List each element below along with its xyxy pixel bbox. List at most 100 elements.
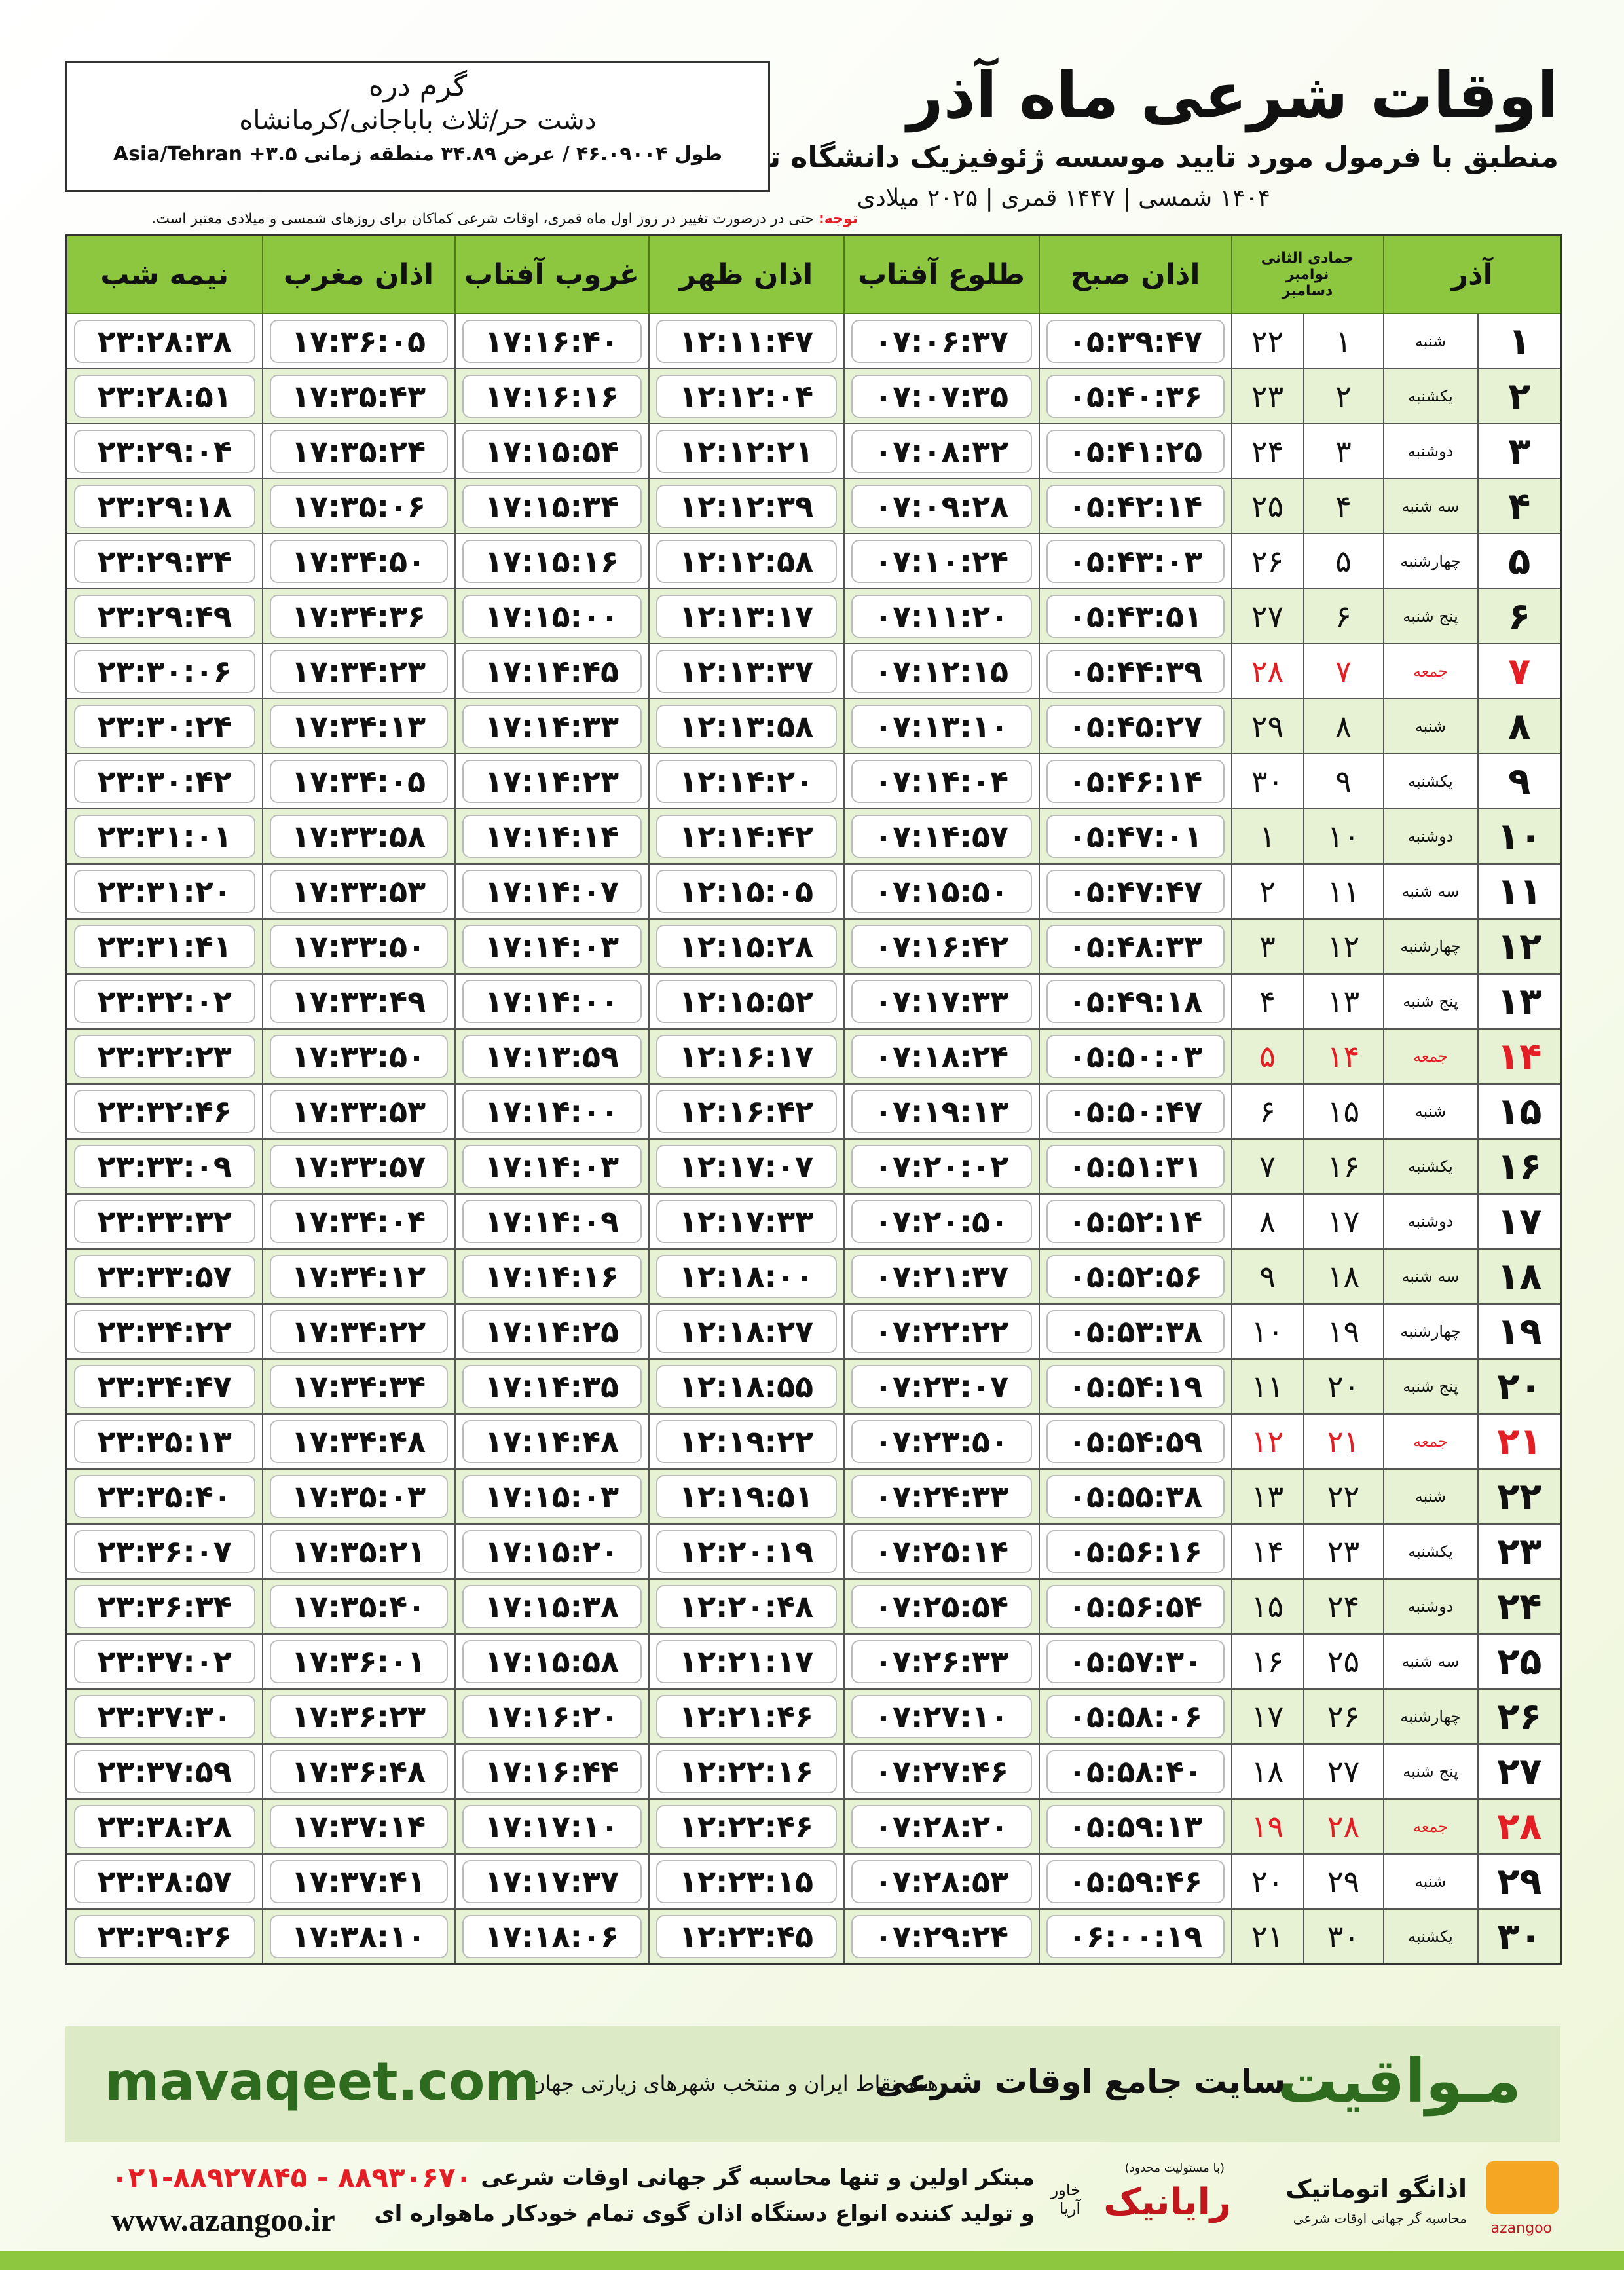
time-cell: ۰۷:۲۹:۲۴	[843, 1908, 1040, 1965]
time: ۱۷:۳۳:۴۹	[269, 980, 448, 1023]
time-cell: ۰۵:۵۲:۱۴	[1038, 1193, 1232, 1250]
note-label: توجه:	[818, 211, 858, 227]
time: ۲۳:۳۵:۱۳	[74, 1420, 255, 1463]
qamari-day: ۱۲	[1302, 918, 1384, 975]
weekday: شنبه	[1382, 1083, 1479, 1140]
time: ۱۷:۱۴:۲۵	[462, 1310, 642, 1353]
time-cell: ۲۳:۳۷:۰۲	[65, 1633, 263, 1690]
time-cell: ۰۵:۵۴:۱۹	[1038, 1358, 1232, 1415]
time: ۰۵:۵۰:۴۷	[1046, 1090, 1225, 1133]
time-cell: ۲۳:۳۶:۳۴	[65, 1578, 263, 1635]
row: ۱۷ دوشنبه ۱۷ ۸ ۰۵:۵۲:۱۴ ۰۷:۲۰:۵۰ ۱۲:۱۷:۳۳ ۱۷:۱۴…	[65, 1193, 1562, 1250]
time-cell: ۱۲:۱۳:۵۸	[648, 698, 845, 754]
time: ۱۷:۳۵:۴۰	[269, 1585, 448, 1628]
time: ۲۳:۳۱:۲۰	[74, 870, 255, 913]
time-cell: ۱۷:۳۶:۰۱	[261, 1633, 456, 1690]
time-cell: ۱۷:۱۴:۳۵	[454, 1358, 650, 1415]
weekday: دوشنبه	[1382, 1193, 1479, 1250]
time-cell: ۰۷:۲۲:۲۲	[843, 1303, 1040, 1360]
time-cell: ۲۳:۳۰:۴۲	[65, 753, 263, 809]
qamari-day: ۹	[1302, 753, 1384, 809]
row: ۷ جمعه ۷ ۲۸ ۰۵:۴۴:۳۹ ۰۷:۱۲:۱۵ ۱۲:۱۳:۳۷ ۱۷:۱۴:۴۵…	[65, 643, 1562, 699]
miladi-day: ۱۱	[1230, 1358, 1304, 1415]
time: ۱۲:۱۲:۲۱	[655, 430, 837, 473]
time-cell: ۰۷:۱۷:۳۳	[843, 973, 1040, 1030]
time-cell: ۰۵:۴۷:۰۱	[1038, 808, 1232, 865]
day: ۷	[1477, 643, 1562, 699]
time: ۱۷:۳۳:۵۰	[269, 1035, 448, 1078]
time: ۰۷:۰۸:۳۲	[851, 430, 1032, 473]
day: ۱۱	[1477, 863, 1562, 920]
time-cell: ۱۲:۲۱:۴۶	[648, 1688, 845, 1745]
time: ۱۷:۱۵:۰۰	[462, 595, 642, 638]
time-cell: ۱۷:۱۵:۳۴	[454, 478, 650, 534]
row: ۳۰ یکشنبه ۳۰ ۲۱ ۰۶:۰۰:۱۹ ۰۷:۲۹:۲۴ ۱۲:۲۳:۴۵ ۱۷:۱…	[65, 1908, 1562, 1965]
time: ۱۲:۱۲:۵۸	[655, 540, 837, 583]
miladi-day: ۶	[1230, 1083, 1304, 1140]
time-cell: ۰۵:۴۵:۲۷	[1038, 698, 1232, 754]
row: ۱۴ جمعه ۱۴ ۵ ۰۵:۵۰:۰۳ ۰۷:۱۸:۲۴ ۱۲:۱۶:۱۷ ۱۷:۱۳:۵…	[65, 1028, 1562, 1085]
time-cell: ۱۷:۳۴:۵۰	[261, 533, 456, 589]
weekday: جمعه	[1382, 1028, 1479, 1085]
rayanik-note: (با مسئولیت محدود)	[1124, 2161, 1225, 2175]
miladi-day: ۲۸	[1230, 643, 1304, 699]
time-cell: ۱۷:۳۴:۲۳	[261, 643, 456, 699]
time-cell: ۲۳:۳۴:۲۲	[65, 1303, 263, 1360]
time: ۱۷:۱۴:۰۹	[462, 1200, 642, 1243]
time: ۱۲:۱۴:۴۲	[655, 815, 837, 858]
row: ۲۴ دوشنبه ۲۴ ۱۵ ۰۵:۵۶:۵۴ ۰۷:۲۵:۵۴ ۱۲:۲۰:۴۸ ۱۷:۱…	[65, 1578, 1562, 1635]
time-header: غروب آفتاب	[454, 234, 650, 314]
time-cell: ۱۷:۱۴:۴۸	[454, 1413, 650, 1470]
time-cell: ۰۵:۴۷:۴۷	[1038, 863, 1232, 920]
time: ۰۵:۵۱:۳۱	[1046, 1145, 1225, 1188]
time-cell: ۰۵:۴۹:۱۸	[1038, 973, 1232, 1030]
day: ۱۷	[1477, 1193, 1562, 1250]
qamari-day: ۱۶	[1302, 1138, 1384, 1195]
weekday: دوشنبه	[1382, 423, 1479, 479]
row: ۱۳ پنج شنبه ۱۳ ۴ ۰۵:۴۹:۱۸ ۰۷:۱۷:۳۳ ۱۲:۱۵:۵۲ ۱۷:…	[65, 973, 1562, 1030]
miladi-day: ۲۹	[1230, 698, 1304, 754]
time: ۲۳:۳۳:۰۹	[74, 1145, 255, 1188]
qamari-day: ۱۹	[1302, 1303, 1384, 1360]
time: ۰۷:۲۸:۵۳	[851, 1860, 1032, 1903]
time-cell: ۱۲:۱۳:۱۷	[648, 588, 845, 644]
time-cell: ۲۳:۳۰:۲۴	[65, 698, 263, 754]
qamari-day: ۷	[1302, 643, 1384, 699]
time-cell: ۲۳:۳۱:۲۰	[65, 863, 263, 920]
time: ۱۲:۱۶:۴۲	[655, 1090, 837, 1133]
time-cell: ۱۲:۱۲:۳۹	[648, 478, 845, 534]
time: ۱۲:۱۵:۰۵	[655, 870, 837, 913]
weekday: دوشنبه	[1382, 808, 1479, 865]
url: mavaqeet.com	[105, 2051, 540, 2112]
time-cell: ۰۵:۵۸:۴۰	[1038, 1743, 1232, 1800]
time: ۰۵:۴۷:۴۷	[1046, 870, 1225, 913]
time: ۰۷:۲۷:۴۶	[851, 1750, 1032, 1793]
time: ۱۷:۱۴:۰۳	[462, 925, 642, 968]
day: ۲	[1477, 368, 1562, 424]
time-cell: ۰۷:۱۳:۱۰	[843, 698, 1040, 754]
time-cell: ۱۷:۱۵:۲۰	[454, 1523, 650, 1580]
miladi-day: ۱۶	[1230, 1633, 1304, 1690]
weekday: چهارشنبه	[1382, 533, 1479, 589]
time: ۱۲:۱۲:۰۴	[655, 375, 837, 418]
qamari-day: ۲۷	[1302, 1743, 1384, 1800]
time: ۱۷:۳۵:۰۳	[269, 1475, 448, 1518]
time-cell: ۱۷:۱۴:۰۳	[454, 918, 650, 975]
time: ۱۷:۳۵:۲۱	[269, 1530, 448, 1573]
time: ۰۷:۲۴:۳۳	[851, 1475, 1032, 1518]
time: ۱۷:۳۳:۵۰	[269, 925, 448, 968]
time-cell: ۱۷:۱۶:۱۶	[454, 368, 650, 424]
time-cell: ۱۲:۱۲:۵۸	[648, 533, 845, 589]
note: توجه: حتی در درصورت تغییر در روز اول ماه…	[65, 211, 858, 227]
day-header: آذر	[1382, 234, 1562, 314]
time: ۰۷:۰۹:۲۸	[851, 485, 1032, 528]
time: ۱۷:۳۶:۰۵	[269, 320, 448, 363]
time: ۰۷:۱۸:۲۴	[851, 1035, 1032, 1078]
time-header: اذان صبح	[1038, 234, 1232, 314]
time: ۰۷:۲۲:۲۲	[851, 1310, 1032, 1353]
row: ۱۰ دوشنبه ۱۰ ۱ ۰۵:۴۷:۰۱ ۰۷:۱۴:۵۷ ۱۲:۱۴:۴۲ ۱۷:۱۴…	[65, 808, 1562, 865]
time-cell: ۱۷:۳۴:۱۳	[261, 698, 456, 754]
footer-bar	[0, 2251, 1624, 2270]
time: ۲۳:۳۹:۲۶	[74, 1915, 255, 1958]
